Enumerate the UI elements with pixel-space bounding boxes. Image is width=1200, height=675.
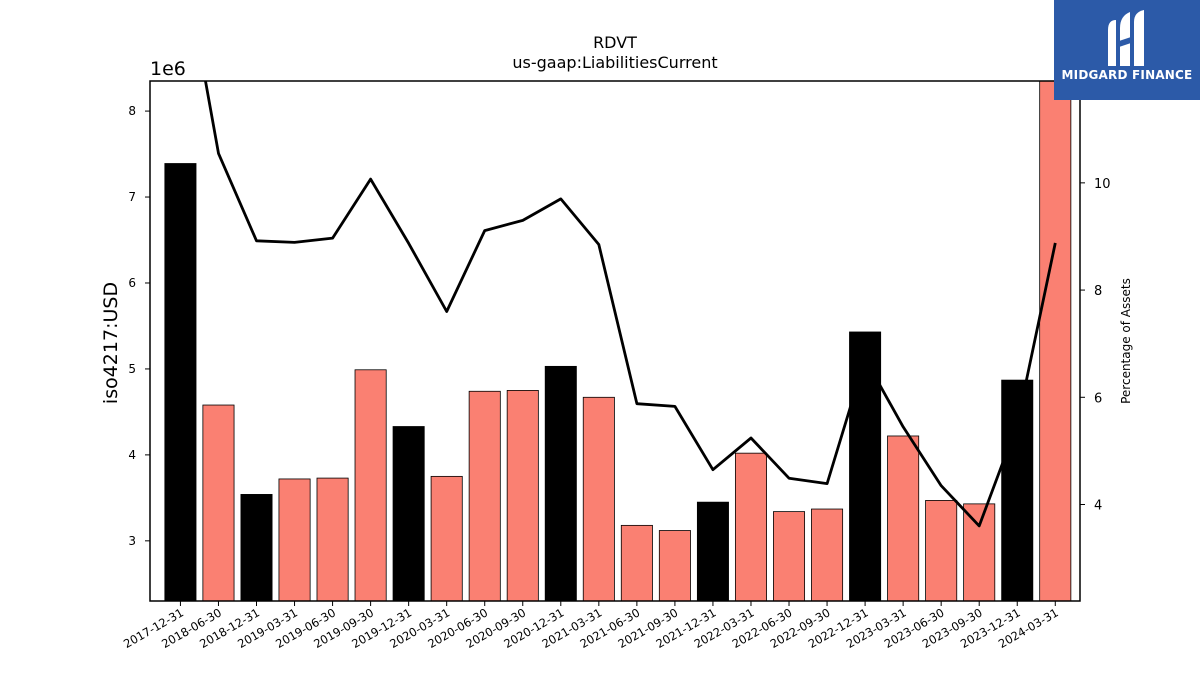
bar-2023-09-30	[963, 503, 996, 601]
x-ticks: 2017-12-312018-06-302018-12-312019-03-31…	[121, 601, 1061, 651]
bar-2022-03-31	[734, 452, 767, 601]
bar-2019-09-30	[354, 369, 387, 601]
chart-title: RDVT	[593, 33, 637, 52]
bar-2020-12-31	[544, 365, 577, 601]
bar-2024-03-31	[1039, 81, 1072, 601]
bar-2020-06-30	[468, 390, 501, 601]
bar-2021-03-31	[582, 396, 615, 601]
midgard-logo-icon	[1108, 10, 1144, 66]
y-axis-label: iso4217:USD	[100, 282, 122, 404]
y2-tick-label: 6	[1094, 391, 1102, 406]
bar-2019-06-30	[316, 477, 349, 601]
bar-2021-09-30	[658, 530, 691, 601]
percentage-line	[204, 81, 1057, 528]
bar-2017-12-31	[164, 163, 197, 601]
bar-2020-09-30	[506, 390, 539, 601]
bar-2023-12-31	[1001, 379, 1034, 601]
y-tick-label: 5	[128, 362, 136, 376]
y2-tick-label: 4	[1094, 499, 1102, 514]
bar-2023-06-30	[925, 500, 958, 601]
y-tick-label: 3	[128, 534, 136, 548]
y-tick-label: 8	[128, 104, 136, 118]
bar-2022-06-30	[773, 511, 806, 601]
y-tick-label: 6	[128, 276, 136, 290]
y-offset-label: 1e6	[150, 58, 186, 80]
y2-tick-label: 10	[1094, 177, 1111, 192]
bar-2019-03-31	[278, 478, 311, 601]
axes-frame	[149, 80, 1081, 602]
y-tick-label: 7	[128, 190, 136, 204]
bar-series	[164, 81, 1072, 601]
right-y-ticks: 4 6 8 10	[1080, 177, 1111, 514]
bar-2022-12-31	[849, 331, 882, 601]
left-y-ticks: 3 4 5 6 7 8	[128, 104, 150, 548]
y2-axis-label: Percentage of Assets	[1119, 278, 1133, 404]
line-series	[204, 81, 1057, 528]
bar-2020-03-31	[430, 475, 463, 601]
logo-text: MIDGARD FINANCE	[1061, 68, 1193, 82]
y2-tick-label: 8	[1094, 284, 1102, 299]
bar-2023-03-31	[887, 435, 920, 601]
chart-subtitle: us-gaap:LiabilitiesCurrent	[512, 53, 717, 72]
bar-2018-12-31	[240, 494, 273, 601]
midgard-finance-logo: MIDGARD FINANCE	[1054, 0, 1200, 100]
bar-2021-12-31	[696, 501, 729, 601]
bar-2021-06-30	[620, 524, 653, 601]
bar-2019-12-31	[392, 426, 425, 601]
bar-2022-09-30	[811, 508, 844, 601]
y-tick-label: 4	[128, 448, 136, 462]
bar-2018-06-30	[202, 404, 235, 601]
